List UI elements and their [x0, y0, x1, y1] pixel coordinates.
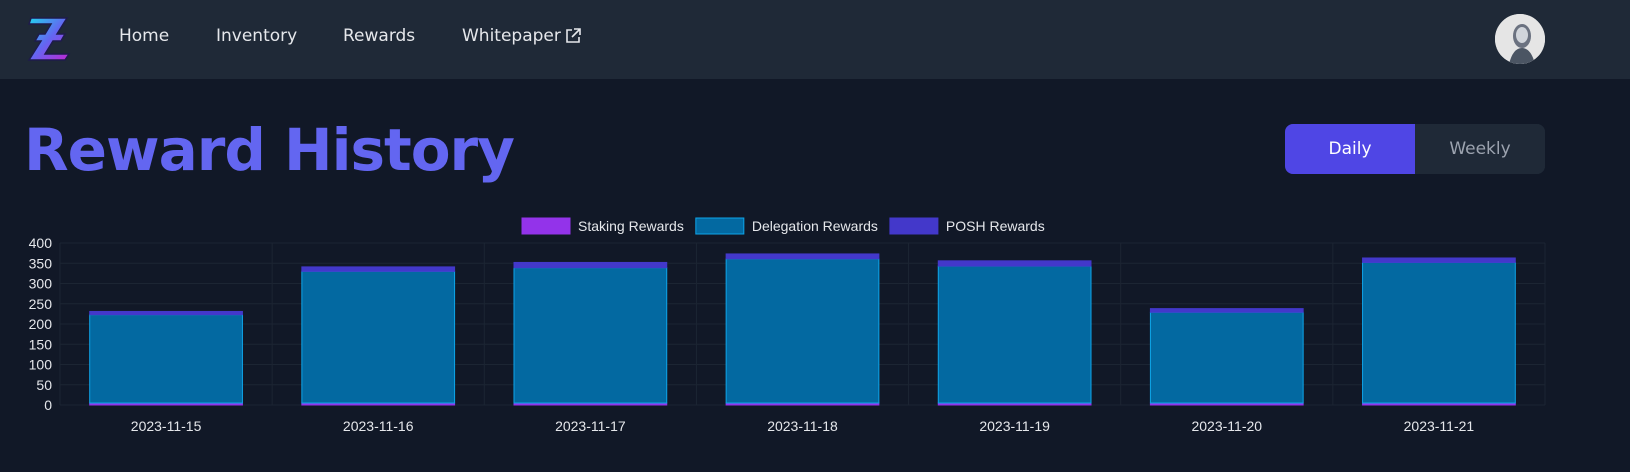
bar-posh-rewards-2023-11-16 [301, 266, 456, 272]
y-tick-label: 50 [36, 377, 52, 393]
bar-delegation-rewards-2023-11-20 [1149, 311, 1304, 404]
y-tick-label: 200 [29, 316, 53, 332]
period-toggle: Daily Weekly [1285, 124, 1545, 174]
x-tick-label: 2023-11-16 [343, 418, 414, 434]
x-tick-label: 2023-11-15 [131, 418, 202, 434]
nav-whitepaper-link[interactable]: Whitepaper [462, 26, 561, 46]
bar-posh-rewards-2023-11-19 [937, 260, 1092, 267]
legend-swatch-delegation-rewards [695, 217, 745, 235]
legend-label-staking-rewards: Staking Rewards [578, 218, 684, 234]
bar-posh-rewards-2023-11-17 [513, 261, 668, 269]
x-tick-label: 2023-11-19 [979, 418, 1050, 434]
bar-delegation-rewards-2023-11-21 [1362, 261, 1516, 404]
page-title: Reward History [24, 116, 515, 184]
bar-delegation-rewards-2023-11-19 [937, 265, 1092, 404]
legend-label-delegation-rewards: Delegation Rewards [752, 218, 878, 234]
y-tick-label: 400 [29, 235, 53, 251]
bar-posh-rewards-2023-11-21 [1362, 257, 1516, 263]
legend-swatch-posh-rewards [889, 217, 939, 235]
user-avatar[interactable] [1495, 14, 1545, 64]
bar-delegation-rewards-2023-11-18 [725, 258, 880, 404]
bar-delegation-rewards-2023-11-16 [301, 270, 456, 404]
x-tick-label: 2023-11-20 [1191, 418, 1262, 434]
y-tick-label: 150 [29, 336, 53, 352]
bar-posh-rewards-2023-11-15 [89, 310, 243, 316]
daily-toggle-button[interactable]: Daily [1285, 124, 1415, 174]
weekly-toggle-button[interactable]: Weekly [1415, 124, 1545, 174]
external-link-icon[interactable] [564, 27, 582, 45]
nav-home-link[interactable]: Home [119, 26, 170, 46]
x-tick-label: 2023-11-17 [555, 418, 626, 434]
y-tick-label: 300 [29, 276, 53, 292]
nav-inventory-link[interactable]: Inventory [216, 26, 298, 46]
brand-logo-icon[interactable] [27, 14, 73, 64]
x-tick-label: 2023-11-21 [1404, 418, 1475, 434]
bar-delegation-rewards-2023-11-17 [513, 267, 668, 404]
nav-rewards-link[interactable]: Rewards [343, 26, 416, 46]
top-navigation-bar: Home Inventory Rewards Whitepaper [0, 0, 1630, 79]
bar-delegation-rewards-2023-11-15 [89, 314, 243, 404]
legend-label-posh-rewards: POSH Rewards [946, 218, 1045, 234]
y-tick-label: 100 [29, 357, 53, 373]
x-tick-label: 2023-11-18 [767, 418, 838, 434]
y-tick-label: 250 [29, 296, 53, 312]
y-tick-label: 0 [44, 397, 52, 413]
avatar-portrait-icon [1495, 14, 1545, 64]
reward-history-chart: 0 50 100 150 200 250 300 350 400 2023-11-15 2023-1… [29, 217, 1546, 434]
legend-swatch-staking-rewards [521, 217, 571, 235]
bar-posh-rewards-2023-11-20 [1149, 308, 1304, 313]
bar-posh-rewards-2023-11-18 [725, 253, 880, 260]
y-tick-label: 350 [29, 255, 53, 271]
